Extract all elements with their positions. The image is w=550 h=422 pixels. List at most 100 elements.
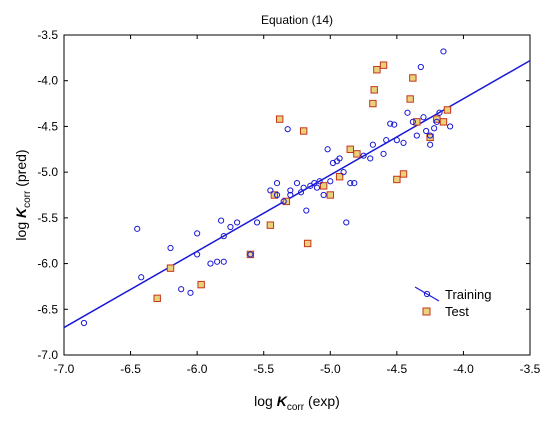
training-point [178,286,185,293]
x-tick-label: -4.0 [453,362,474,376]
y-tick-label: -4.5 [37,119,58,133]
training-point [267,187,274,194]
test-point [266,221,275,229]
test-point [153,294,161,303]
training-point [194,251,201,258]
training-point [138,274,145,281]
training-point [313,184,321,191]
y-axis-ticks: -3.5 -4.0 -4.5 -5.0 -5.5 -6.0 -6.5 -7.0 [37,28,530,362]
training-point [194,230,201,237]
training-point [233,219,241,226]
training-point [447,123,454,130]
legend-label-training: Training [445,287,491,302]
x-axis-label: log Kcorr (exp) [254,393,340,413]
training-point [420,114,427,121]
training-point [427,132,434,139]
training-point [297,189,305,196]
test-point [346,145,354,153]
test-point [406,95,414,103]
training-point [417,63,424,71]
x-tick-label: -3.5 [520,362,541,376]
legend-marker-test [422,307,431,316]
training-point [324,146,331,153]
training-point [303,207,310,214]
y-axis-label: log Kcorr (pred) [13,149,33,240]
training-point [227,223,234,231]
training-point [207,260,214,267]
legend-label-test: Test [445,304,469,319]
plot-area [63,34,531,356]
x-tick-label: -5.0 [320,362,341,376]
training-point [387,120,394,127]
test-point [326,191,334,199]
training-point [340,169,347,176]
y-tick-label: -5.0 [37,165,58,179]
test-point [443,106,452,114]
test-point [379,61,388,69]
training-point [347,180,354,187]
training-point [273,191,281,199]
training-point [433,118,440,125]
training-point [391,121,398,128]
test-point [369,99,377,108]
training-point [320,191,327,199]
training-point [436,109,443,116]
y-tick-label: -6.0 [37,257,58,271]
test-point [335,173,344,181]
test-point [393,175,401,184]
training-point [311,180,318,187]
x-tick-label: -5.5 [253,362,274,376]
training-point [327,178,334,185]
test-point [426,133,434,142]
training-point [247,251,254,258]
y-tick-label: -5.5 [37,211,58,225]
training-point [300,184,307,191]
legend-line-training [414,286,440,302]
y-tick-label: -6.5 [37,302,58,316]
test-point [370,86,378,94]
test-point [409,74,417,82]
x-tick-label: -4.5 [387,362,408,376]
test-point [197,280,205,289]
training-point [413,132,420,139]
training-point [253,219,261,226]
training-point [293,180,301,187]
training-point [273,180,281,187]
test-point [413,118,421,126]
chart-title: Equation (14) [261,13,333,27]
legend-item-test: Test [422,304,469,319]
training-point [336,155,343,162]
training-point [440,48,447,55]
y-tick-label: -7.0 [37,348,58,362]
training-point [218,217,225,224]
training-point [220,233,227,240]
training-point [316,178,323,185]
test-point [439,118,448,126]
training-point [280,198,287,205]
test-point [299,127,308,135]
x-tick-label: -6.0 [187,362,208,376]
training-point [287,191,294,199]
y-tick-label: -3.5 [37,28,58,42]
training-point [393,137,400,144]
training-point [220,258,227,265]
training-point [404,109,411,116]
legend-marker-training [423,290,431,298]
x-tick-label: -6.5 [120,362,141,376]
training-point [400,139,407,146]
training-point [409,118,416,125]
training-point [80,319,88,327]
training-point [369,141,376,148]
training-point [287,187,294,194]
test-point [275,115,284,123]
x-axis-ticks: -7.0 -6.5 -6.0 -5.5 -5.0 -4.5 -4.0 -3.5 [54,35,541,376]
test-point [166,264,175,272]
test-point [246,250,255,259]
test-point [319,182,328,190]
training-point [343,219,350,226]
training-point [383,137,390,144]
x-tick-label: -7.0 [54,362,75,376]
training-point [367,155,374,162]
